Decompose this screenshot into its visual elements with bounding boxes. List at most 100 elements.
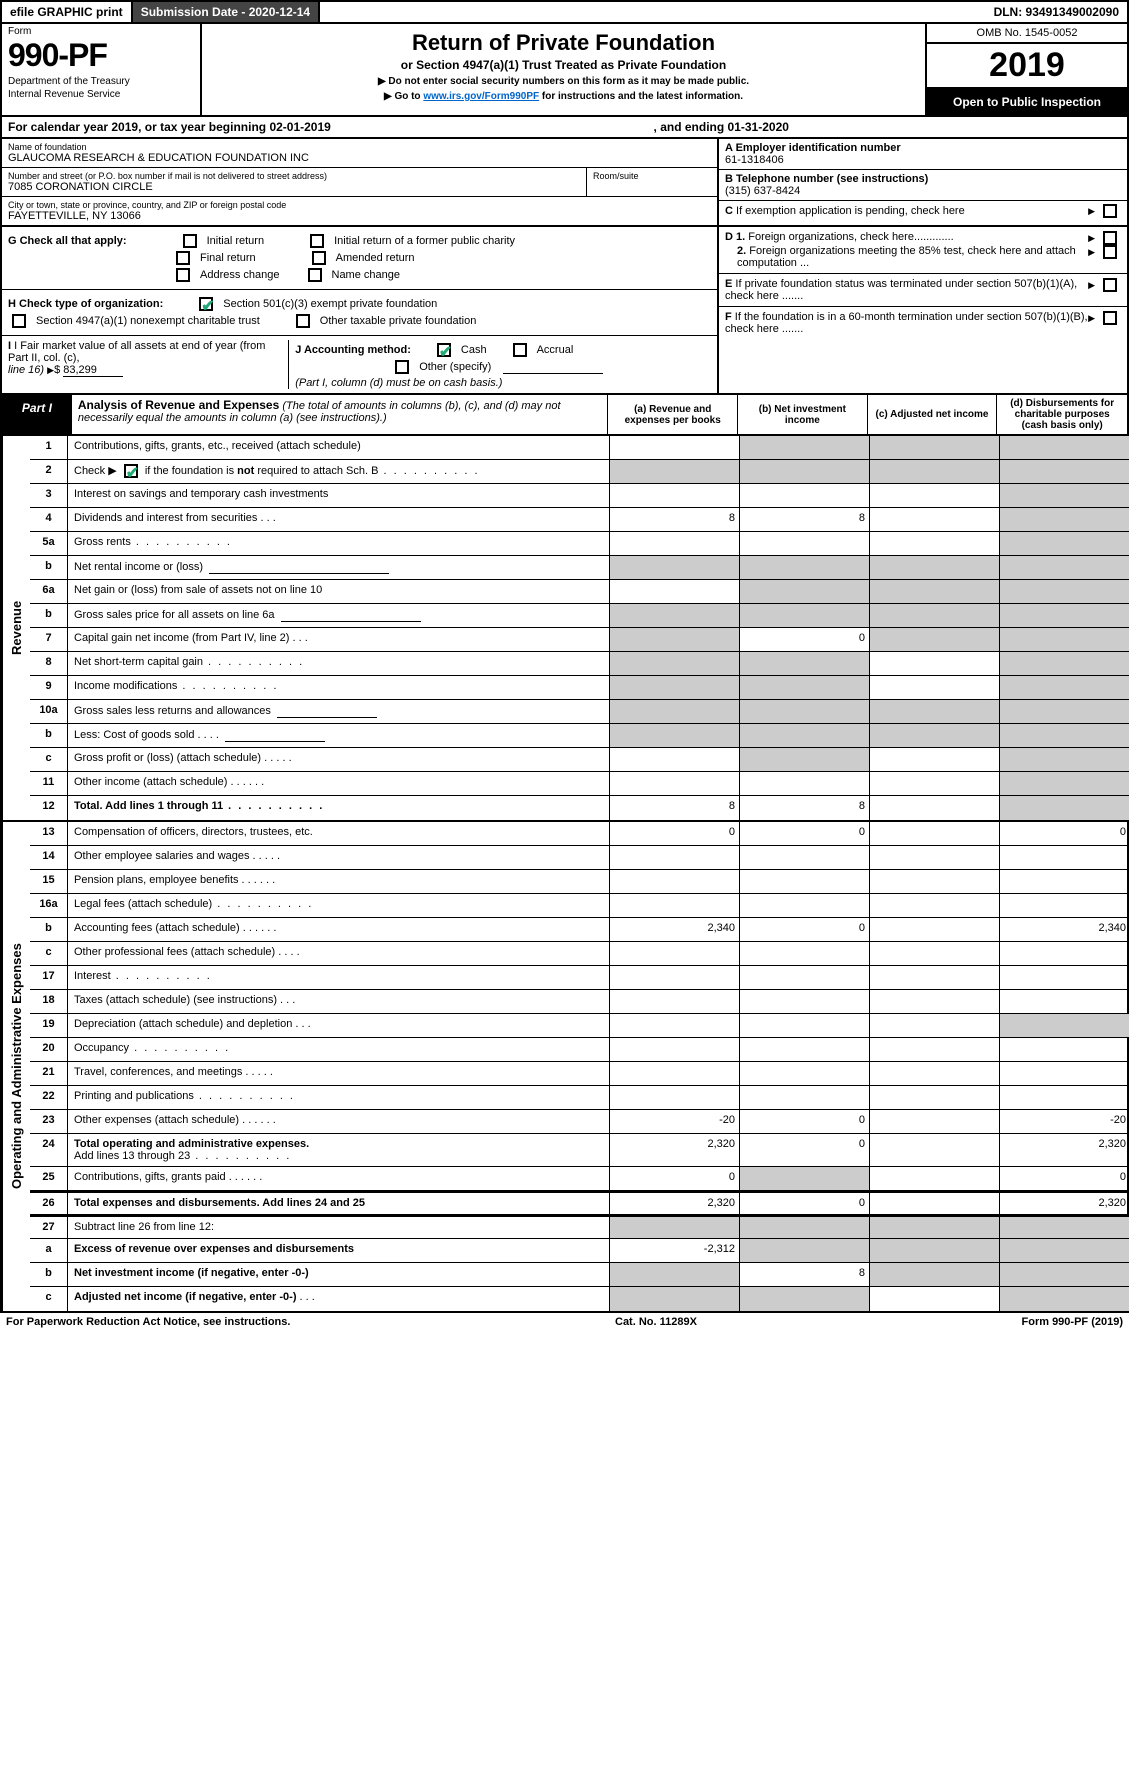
sub-title: or Section 4947(a)(1) Trust Treated as P… bbox=[208, 58, 919, 72]
g-amended-checkbox[interactable] bbox=[312, 251, 326, 265]
cal-end: , and ending 01-31-2020 bbox=[654, 120, 789, 134]
row-16b: bAccounting fees (attach schedule) . . .… bbox=[30, 918, 1129, 942]
address-cell: Number and street (or P.O. box number if… bbox=[2, 168, 587, 196]
row-22: 22Printing and publications bbox=[30, 1086, 1129, 1110]
g-opt-1: Initial return of a former public charit… bbox=[334, 235, 515, 247]
row-14: 14Other employee salaries and wages . . … bbox=[30, 846, 1129, 870]
row-13: 13Compensation of officers, directors, t… bbox=[30, 822, 1129, 846]
g-initial-checkbox[interactable] bbox=[183, 234, 197, 248]
name-label: Name of foundation bbox=[8, 142, 711, 152]
cs-left: G Check all that apply: Initial return I… bbox=[2, 227, 717, 393]
page-footer: For Paperwork Reduction Act Notice, see … bbox=[0, 1313, 1129, 1331]
i-label-a: I Fair market value of all assets at end… bbox=[8, 340, 265, 364]
d1-checkbox[interactable] bbox=[1103, 231, 1117, 245]
form-year-block: OMB No. 1545-0052 2019 Open to Public In… bbox=[927, 24, 1127, 115]
ein-label: A Employer identification number bbox=[725, 142, 901, 154]
j-label: J Accounting method: bbox=[295, 344, 411, 356]
row-26: 26Total expenses and disbursements. Add … bbox=[30, 1191, 1129, 1215]
irs-link[interactable]: www.irs.gov/Form990PF bbox=[423, 91, 539, 102]
part1-header: Part I Analysis of Revenue and Expenses … bbox=[0, 395, 1129, 436]
g-name-checkbox[interactable] bbox=[308, 268, 322, 282]
cal-begin: For calendar year 2019, or tax year begi… bbox=[8, 120, 654, 134]
g-address-checkbox[interactable] bbox=[176, 268, 190, 282]
dept-irs: Internal Revenue Service bbox=[8, 89, 194, 100]
efile-label: efile GRAPHIC print bbox=[2, 2, 133, 22]
cs-right: D 1. Foreign organizations, check here..… bbox=[717, 227, 1127, 393]
i-block: I I Fair market value of all assets at e… bbox=[8, 340, 289, 389]
instruction-2: ▶ Go to www.irs.gov/Form990PF for instru… bbox=[208, 91, 919, 102]
footer-left: For Paperwork Reduction Act Notice, see … bbox=[6, 1316, 290, 1328]
ein-value: 61-1318406 bbox=[725, 154, 1121, 166]
footer-right: Form 990-PF (2019) bbox=[1022, 1316, 1124, 1328]
row-27a: aExcess of revenue over expenses and dis… bbox=[30, 1239, 1129, 1263]
h-opt-2: Section 4947(a)(1) nonexempt charitable … bbox=[36, 315, 260, 327]
h-label: H Check type of organization: bbox=[8, 298, 163, 310]
expenses-table: Operating and Administrative Expenses 13… bbox=[0, 822, 1129, 1313]
exemption-cell: C If exemption application is pending, c… bbox=[719, 201, 1127, 221]
dept-treasury: Department of the Treasury bbox=[8, 76, 194, 87]
h-opt-3: Other taxable private foundation bbox=[320, 315, 477, 327]
row-17: 17Interest bbox=[30, 966, 1129, 990]
address-row: Number and street (or P.O. box number if… bbox=[2, 168, 717, 197]
revenue-table: Revenue 1Contributions, gifts, grants, e… bbox=[0, 436, 1129, 822]
phone-value: (315) 637-8424 bbox=[725, 185, 1121, 197]
instruction-1: ▶ Do not enter social security numbers o… bbox=[208, 76, 919, 87]
i-value: 83,299 bbox=[63, 364, 123, 377]
c-checkbox[interactable] bbox=[1103, 204, 1117, 218]
row-5a: 5aGross rents bbox=[30, 532, 1129, 556]
info-grid: Name of foundation GLAUCOMA RESEARCH & E… bbox=[0, 139, 1129, 227]
j-other-checkbox[interactable] bbox=[395, 360, 409, 374]
part1-label: Part I bbox=[2, 395, 72, 434]
g-opt-0: Initial return bbox=[207, 235, 264, 247]
part1-desc: Analysis of Revenue and Expenses (The to… bbox=[72, 395, 609, 434]
foundation-name: GLAUCOMA RESEARCH & EDUCATION FOUNDATION… bbox=[8, 152, 711, 164]
row-27c: cAdjusted net income (if negative, enter… bbox=[30, 1287, 1129, 1311]
col-c-head: (c) Adjusted net income bbox=[868, 395, 998, 434]
e-text: If private foundation status was termina… bbox=[725, 278, 1077, 302]
row-2: 2Check ▶ if the foundation is not requir… bbox=[30, 460, 1129, 484]
d2-text: Foreign organizations meeting the 85% te… bbox=[737, 245, 1076, 269]
f-text: If the foundation is in a 60-month termi… bbox=[725, 311, 1088, 335]
revenue-side-label: Revenue bbox=[2, 436, 30, 820]
city-label: City or town, state or province, country… bbox=[8, 200, 711, 210]
row-19: 19Depreciation (attach schedule) and dep… bbox=[30, 1014, 1129, 1038]
h-501c3-checkbox[interactable] bbox=[199, 297, 213, 311]
f-checkbox[interactable] bbox=[1103, 311, 1117, 325]
c-arrow bbox=[1088, 204, 1121, 218]
form-id-block: Form 990-PF Department of the Treasury I… bbox=[2, 24, 202, 115]
row-9: 9Income modifications bbox=[30, 676, 1129, 700]
e-checkbox[interactable] bbox=[1103, 278, 1117, 292]
col-a-head: (a) Revenue and expenses per books bbox=[608, 395, 738, 434]
ein-cell: A Employer identification number 61-1318… bbox=[719, 139, 1127, 170]
d2-checkbox[interactable] bbox=[1103, 245, 1117, 259]
j-cash-checkbox[interactable] bbox=[437, 343, 451, 357]
h-4947-checkbox[interactable] bbox=[12, 314, 26, 328]
r2-checkbox[interactable] bbox=[124, 464, 138, 478]
row-20: 20Occupancy bbox=[30, 1038, 1129, 1062]
calendar-row: For calendar year 2019, or tax year begi… bbox=[0, 117, 1129, 139]
phone-label: B Telephone number (see instructions) bbox=[725, 173, 928, 185]
row-10b: bLess: Cost of goods sold . . . . bbox=[30, 724, 1129, 748]
row-11: 11Other income (attach schedule) . . . .… bbox=[30, 772, 1129, 796]
j-accrual-checkbox[interactable] bbox=[513, 343, 527, 357]
city-cell: City or town, state or province, country… bbox=[2, 197, 717, 225]
j-note: (Part I, column (d) must be on cash basi… bbox=[295, 377, 502, 389]
f-row: F If the foundation is in a 60-month ter… bbox=[719, 307, 1127, 339]
row-12: 12Total. Add lines 1 through 1188 bbox=[30, 796, 1129, 820]
g-initial-former-checkbox[interactable] bbox=[310, 234, 324, 248]
row-6b: bGross sales price for all assets on lin… bbox=[30, 604, 1129, 628]
g-opt-3: Amended return bbox=[336, 252, 415, 264]
g-final-checkbox[interactable] bbox=[176, 251, 190, 265]
row-21: 21Travel, conferences, and meetings . . … bbox=[30, 1062, 1129, 1086]
top-bar: efile GRAPHIC print Submission Date - 20… bbox=[0, 0, 1129, 24]
g-opt-4: Address change bbox=[200, 269, 280, 281]
row-7: 7Capital gain net income (from Part IV, … bbox=[30, 628, 1129, 652]
row-18: 18Taxes (attach schedule) (see instructi… bbox=[30, 990, 1129, 1014]
g-row: G Check all that apply: Initial return I… bbox=[2, 227, 717, 290]
j-cash: Cash bbox=[461, 344, 487, 356]
h-other-checkbox[interactable] bbox=[296, 314, 310, 328]
row-6a: 6aNet gain or (loss) from sale of assets… bbox=[30, 580, 1129, 604]
expenses-body: 13Compensation of officers, directors, t… bbox=[30, 822, 1129, 1311]
j-block: J Accounting method: Cash Accrual Other … bbox=[289, 340, 711, 389]
revenue-body: 1Contributions, gifts, grants, etc., rec… bbox=[30, 436, 1129, 820]
